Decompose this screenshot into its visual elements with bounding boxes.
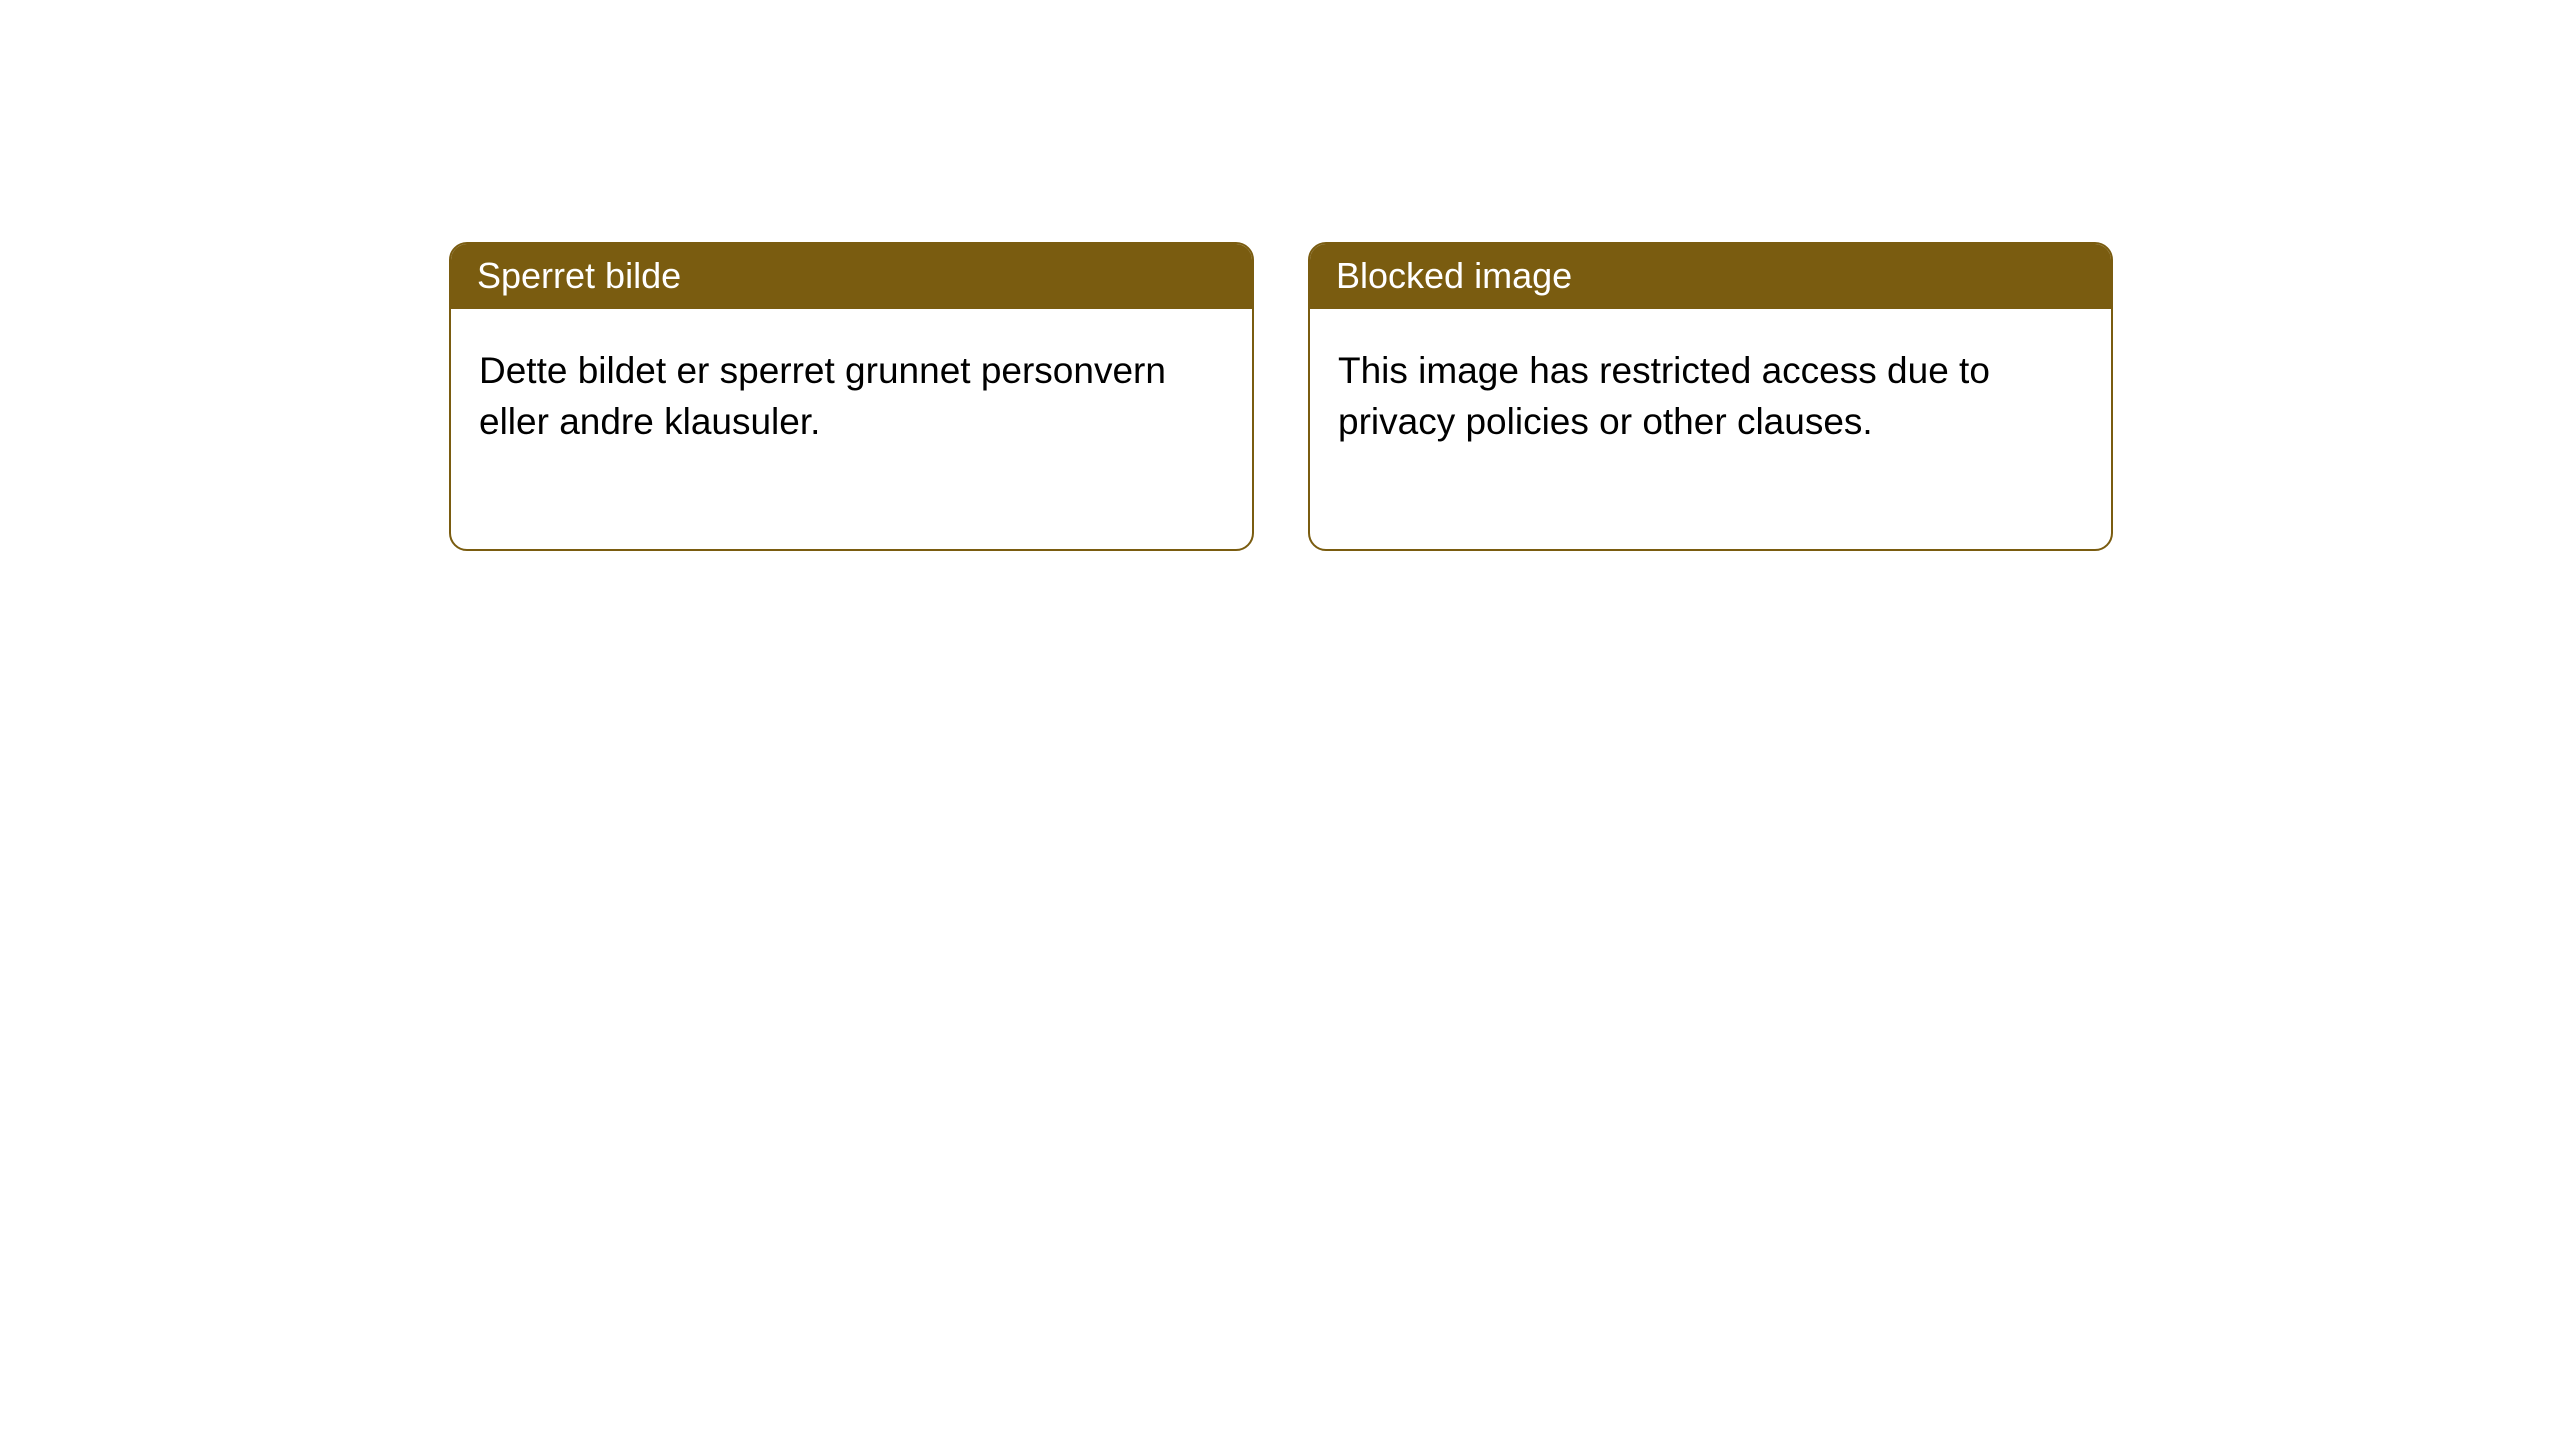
card-body-english: This image has restricted access due to … (1310, 309, 2111, 549)
blocked-image-card-english: Blocked image This image has restricted … (1308, 242, 2113, 551)
card-header-english: Blocked image (1310, 244, 2111, 309)
notice-container: Sperret bilde Dette bildet er sperret gr… (0, 0, 2560, 551)
card-header-norwegian: Sperret bilde (451, 244, 1252, 309)
card-text-norwegian: Dette bildet er sperret grunnet personve… (479, 350, 1166, 442)
card-text-english: This image has restricted access due to … (1338, 350, 1990, 442)
card-body-norwegian: Dette bildet er sperret grunnet personve… (451, 309, 1252, 549)
card-title-english: Blocked image (1336, 255, 1572, 296)
card-title-norwegian: Sperret bilde (477, 255, 681, 296)
blocked-image-card-norwegian: Sperret bilde Dette bildet er sperret gr… (449, 242, 1254, 551)
